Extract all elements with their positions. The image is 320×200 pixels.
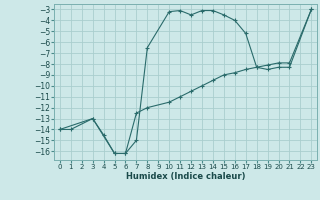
X-axis label: Humidex (Indice chaleur): Humidex (Indice chaleur) [126,172,245,181]
